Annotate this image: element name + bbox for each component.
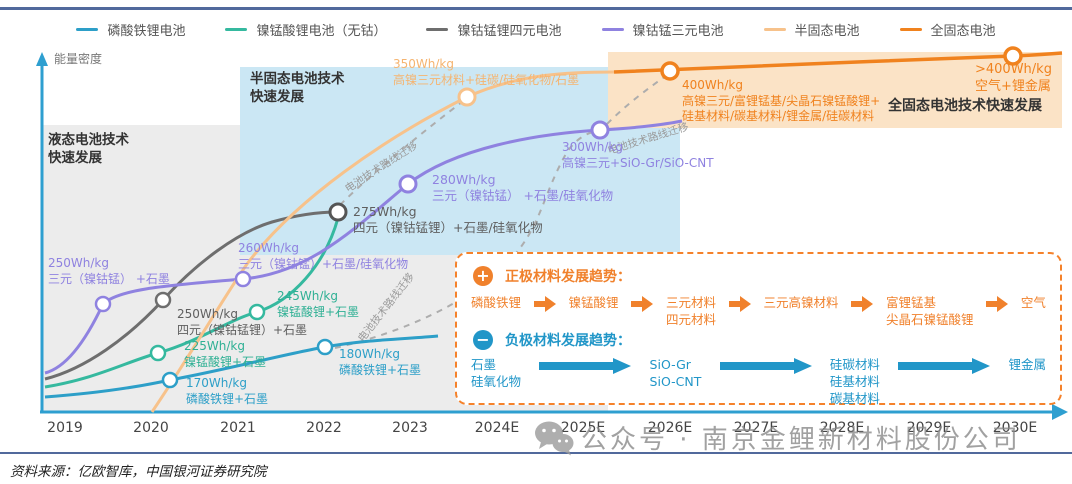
x-tick-2022: 2022 — [306, 420, 342, 436]
legend-swatch — [76, 28, 99, 31]
legend-label: 磷酸铁锂电池 — [107, 24, 186, 39]
anode-step: SiO-Gr SiO-CNT — [649, 357, 702, 389]
x-tick-2027e: 2027E — [733, 420, 779, 436]
wechat-icon — [535, 421, 574, 455]
arrow-right-icon — [728, 296, 751, 312]
x-axis-arrow-icon — [1052, 404, 1068, 420]
point-label-ternary-260: 260Wh/kg 三元（镍钴锰）+石墨/硅氧化物 — [238, 241, 409, 271]
minus-icon: − — [473, 330, 493, 350]
point-label-lmno-225: 225Wh/kg 镍锰酸锂+石墨 — [184, 339, 267, 369]
point-label-lfp-180: 180Wh/kg 磷酸铁锂+石墨 — [339, 347, 422, 377]
point-label-ternary-300: 300Wh/kg 高镍三元+SiO-Gr/SiO-CNT — [562, 140, 714, 170]
x-tick-2019: 2019 — [47, 420, 83, 436]
watermark: 公众号 · 南京金鲤新材料股份公司 — [533, 419, 1021, 456]
point-label-ternary-250: 250Wh/kg 三元（镍钴锰） +石墨 — [48, 256, 170, 286]
anode-trend-header: − 负极材料发展趋势： — [473, 330, 631, 350]
cathode-step: 镍锰酸锂 — [568, 295, 619, 310]
point-label-quaternary-250: 250Wh/kg 四元（镍钴锰锂）+石墨 — [177, 307, 308, 337]
x-tick-2025e: 2025E — [560, 420, 606, 436]
anode-trend-title: 负极材料发展趋势： — [505, 333, 631, 349]
chart-legend: 磷酸铁锂电池 镍锰酸锂电池（无钴） 镍钴锰锂四元电池 镍钴锰三元电池 半固态电池… — [0, 20, 1072, 39]
x-tick-2021: 2021 — [220, 420, 256, 436]
x-tick-2020: 2020 — [133, 420, 169, 436]
x-tick-2030e: 2030E — [992, 420, 1038, 436]
point-label-lfp-170: 170Wh/kg 磷酸铁锂+石墨 — [186, 376, 269, 406]
x-tick-2026e: 2026E — [647, 420, 693, 436]
point-label-all-solid-400plus: >400Wh/kg 空气+锂金属 — [975, 62, 1052, 94]
arrow-right-icon — [533, 296, 556, 312]
bottom-divider — [0, 452, 1072, 454]
cathode-step: 磷酸铁锂 — [471, 295, 522, 310]
cathode-step: 三元材料 四元材料 — [665, 295, 716, 327]
arrow-right-icon — [898, 358, 991, 374]
point-label-quaternary-275: 275Wh/kg 四元（镍钴锰锂）+石墨/硅氧化物 — [353, 204, 543, 236]
material-trend-box: + 正极材料发展趋势： 磷酸铁锂 镍锰酸锂 三元材料 四元材料 三元高镍材料 富锂… — [455, 252, 1062, 408]
legend-item-all-solid: 全固态电池 — [899, 20, 996, 39]
legend-label: 镍锰酸锂电池（无钴） — [256, 24, 387, 39]
y-axis-label: 能量密度 — [54, 52, 103, 66]
anode-step: 石墨 硅氧化物 — [471, 357, 522, 389]
cathode-trend-chain: 磷酸铁锂 镍锰酸锂 三元材料 四元材料 三元高镍材料 富锂锰基 尖晶石镍锰酸锂 空气 — [471, 295, 1046, 329]
x-tick-2023: 2023 — [392, 420, 428, 436]
legend-label: 镍钴锰锂四元电池 — [457, 24, 562, 39]
anode-step: 锂金属 — [1008, 357, 1046, 372]
legend-item-lfp: 磷酸铁锂电池 — [76, 20, 185, 39]
anode-trend-chain: 石墨 硅氧化物 SiO-Gr SiO-CNT 硅碳材料 硅基材料 碳基材料 锂金属 — [471, 357, 1046, 408]
legend-item-lmno: 镍锰酸锂电池（无钴） — [225, 20, 386, 39]
arrow-right-icon — [539, 358, 632, 374]
y-axis-arrow-icon — [36, 52, 48, 66]
x-tick-2024e: 2024E — [474, 420, 520, 436]
point-label-all-solid-400: 400Wh/kg 高镍三元/富锂锰基/尖晶石镍锰酸锂+ 硅基材料/碳基材料/锂金属/… — [682, 78, 881, 124]
plus-icon: + — [473, 266, 493, 286]
arrow-right-icon — [631, 296, 654, 312]
legend-label: 半固态电池 — [794, 24, 860, 39]
cathode-step: 三元高镍材料 — [763, 295, 839, 310]
region-label-all-solid: 全固态电池技术快速发展 — [888, 98, 1042, 114]
source-note: 资料来源：亿欧智库，中国银河证券研究院 — [10, 464, 267, 479]
point-label-semi-solid-350: 350Wh/kg 高镍三元材料+硅碳/硅氧化物/石墨 — [393, 57, 580, 87]
cathode-trend-title: 正极材料发展趋势： — [505, 269, 631, 285]
legend-item-semi-solid: 半固态电池 — [763, 20, 860, 39]
legend-item-quaternary: 镍钴锰锂四元电池 — [426, 20, 562, 39]
watermark-text: 公众号 · 南京金鲤新材料股份公司 — [581, 425, 1021, 455]
region-label-liquid: 液态电池技术 快速发展 — [48, 132, 129, 167]
arrow-right-icon — [719, 358, 812, 374]
legend-swatch — [225, 28, 248, 31]
region-label-semi-solid: 半固态电池技术 快速发展 — [250, 71, 345, 106]
anode-step: 硅碳材料 硅基材料 碳基材料 — [829, 357, 880, 406]
legend-swatch — [426, 28, 449, 31]
top-divider — [0, 7, 1072, 10]
cathode-trend-header: + 正极材料发展趋势： — [473, 266, 631, 286]
arrow-right-icon — [986, 296, 1009, 312]
cathode-step: 空气 — [1020, 295, 1046, 310]
legend-label: 全固态电池 — [930, 24, 996, 39]
x-tick-2029e: 2029E — [906, 420, 952, 436]
point-label-ternary-280: 280Wh/kg 三元（镍钴锰） +石墨/硅氧化物 — [432, 172, 614, 204]
cathode-step: 富锂锰基 尖晶石镍锰酸锂 — [885, 295, 974, 327]
legend-label: 镍钴锰三元电池 — [632, 24, 724, 39]
legend-swatch — [763, 28, 786, 31]
arrow-right-icon — [851, 296, 874, 312]
legend-swatch — [899, 28, 922, 31]
legend-swatch — [601, 28, 624, 31]
x-tick-2028e: 2028E — [819, 420, 865, 436]
legend-item-ternary: 镍钴锰三元电池 — [601, 20, 724, 39]
